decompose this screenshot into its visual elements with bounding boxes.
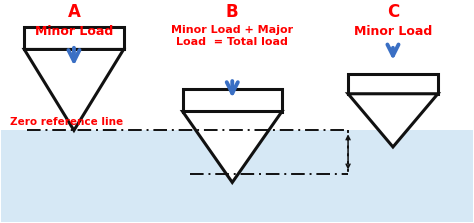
Text: Zero reference line: Zero reference line [10, 117, 123, 127]
Bar [0, 130, 474, 222]
Polygon shape [182, 89, 282, 112]
Polygon shape [348, 94, 438, 147]
Polygon shape [182, 112, 282, 182]
Text: B: B [226, 3, 238, 21]
Polygon shape [24, 50, 124, 130]
Text: Minor Load + Major
Load  = Total load: Minor Load + Major Load = Total load [171, 25, 293, 47]
Text: Minor Load: Minor Load [354, 25, 432, 38]
Text: A: A [67, 3, 81, 21]
Polygon shape [348, 74, 438, 94]
Text: C: C [387, 3, 399, 21]
Text: Minor Load: Minor Load [35, 25, 113, 38]
Polygon shape [24, 27, 124, 50]
